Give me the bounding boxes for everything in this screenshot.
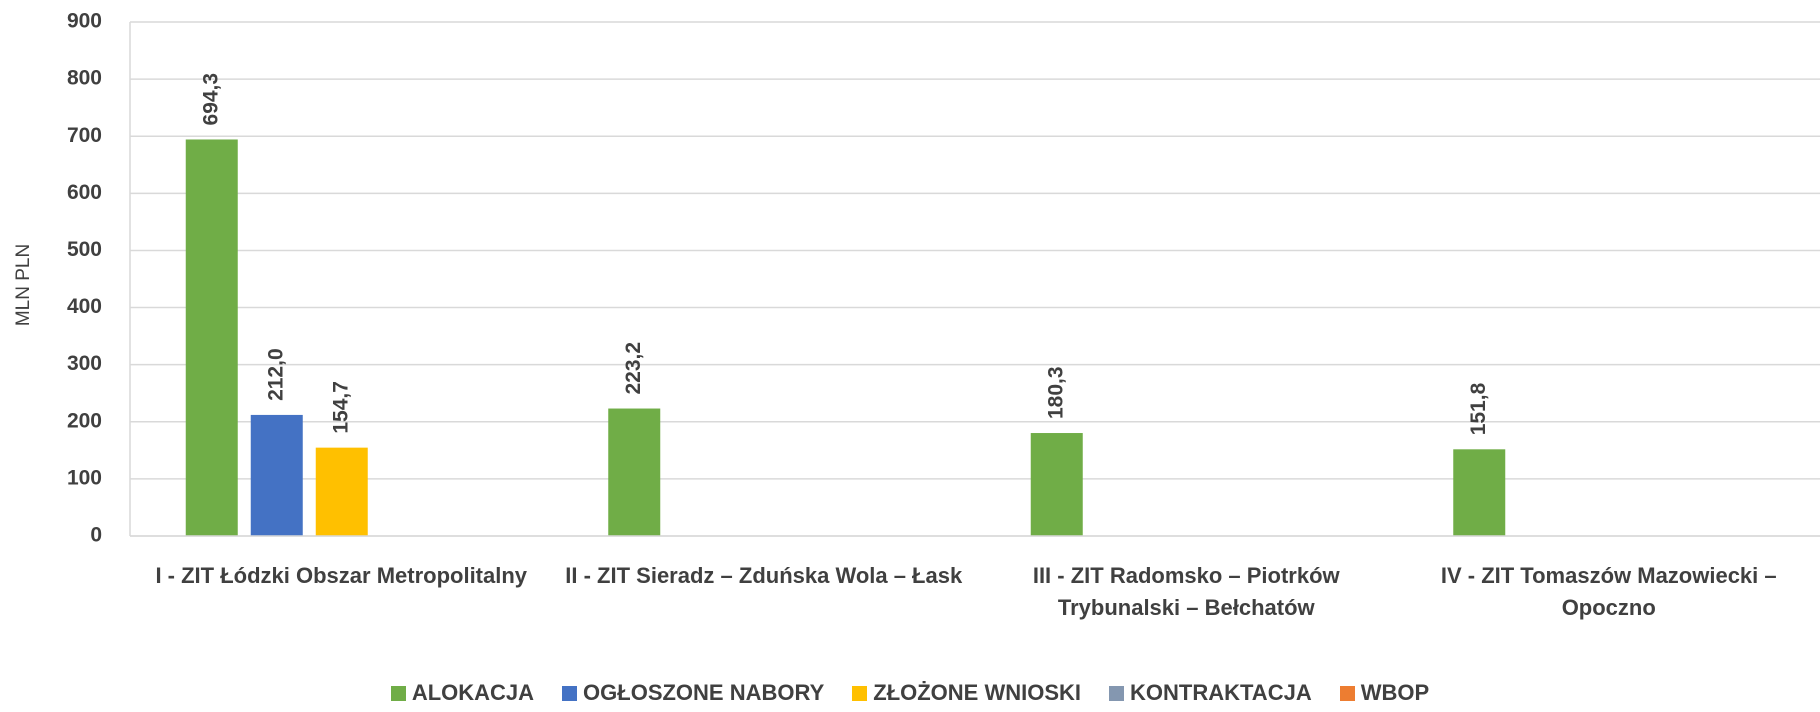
legend-item: ZŁOŻONE WNIOSKI [852, 680, 1081, 706]
x-tick-label: IV - ZIT Tomaszów Mazowiecki – Opoczno [1440, 563, 1777, 620]
legend-label: OGŁOSZONE NABORY [583, 680, 825, 705]
y-tick-label: 300 [67, 352, 102, 375]
data-label: 694,3 [199, 73, 222, 126]
y-tick-label: 100 [67, 466, 102, 489]
y-tick-label: 500 [67, 238, 102, 261]
data-label: 212,0 [264, 348, 287, 401]
legend-label: KONTRAKTACJA [1130, 680, 1312, 705]
bar [1030, 433, 1083, 536]
legend-label: ZŁOŻONE WNIOSKI [873, 680, 1082, 705]
data-label: 180,3 [1044, 366, 1067, 419]
data-label: 223,2 [622, 342, 645, 395]
x-tick-label: II - ZIT Sieradz – Zduńska Wola – Łask [565, 563, 963, 588]
y-tick-label: 200 [67, 409, 102, 432]
legend-item: OGŁOSZONE NABORY [562, 680, 824, 706]
legend-swatch [562, 685, 578, 701]
y-tick-label: 600 [67, 181, 102, 204]
bar [250, 414, 303, 536]
y-tick-label: 700 [67, 124, 102, 147]
x-tick-label: I - ZIT Łódzki Obszar Metropolitalny [155, 563, 528, 588]
y-tick-label: 900 [67, 10, 102, 33]
bar [185, 139, 238, 537]
y-axis-label: MLN PLN [13, 244, 34, 326]
y-tick-label: 400 [67, 295, 102, 318]
bar [1453, 449, 1506, 536]
legend-item: WBOP [1339, 680, 1430, 706]
legend-swatch [852, 685, 868, 701]
legend-swatch [1109, 685, 1125, 701]
data-label: 151,8 [1467, 382, 1490, 435]
legend-swatch [1339, 685, 1355, 701]
legend-item: ALOKACJA [390, 680, 535, 706]
x-tick-label: III - ZIT Radomsko – Piotrków Trybunalsk… [1032, 563, 1340, 620]
y-tick-label: 800 [67, 67, 102, 90]
y-tick-label: 0 [90, 524, 102, 547]
legend-label: WBOP [1360, 680, 1430, 705]
legend-item: KONTRAKTACJA [1109, 680, 1312, 706]
legend-label: ALOKACJA [411, 680, 535, 705]
data-label: 154,7 [329, 381, 352, 434]
bar [315, 447, 368, 536]
bar [608, 408, 661, 536]
plot: MLN PLN 0 100 200 300 400 500 600 700 800 900 694,… [13, 10, 1820, 547]
legend: ALOKACJA OGŁOSZONE NABORY ZŁOŻONE WNIOSKI K… [0, 680, 1820, 706]
legend-swatch [390, 685, 406, 701]
